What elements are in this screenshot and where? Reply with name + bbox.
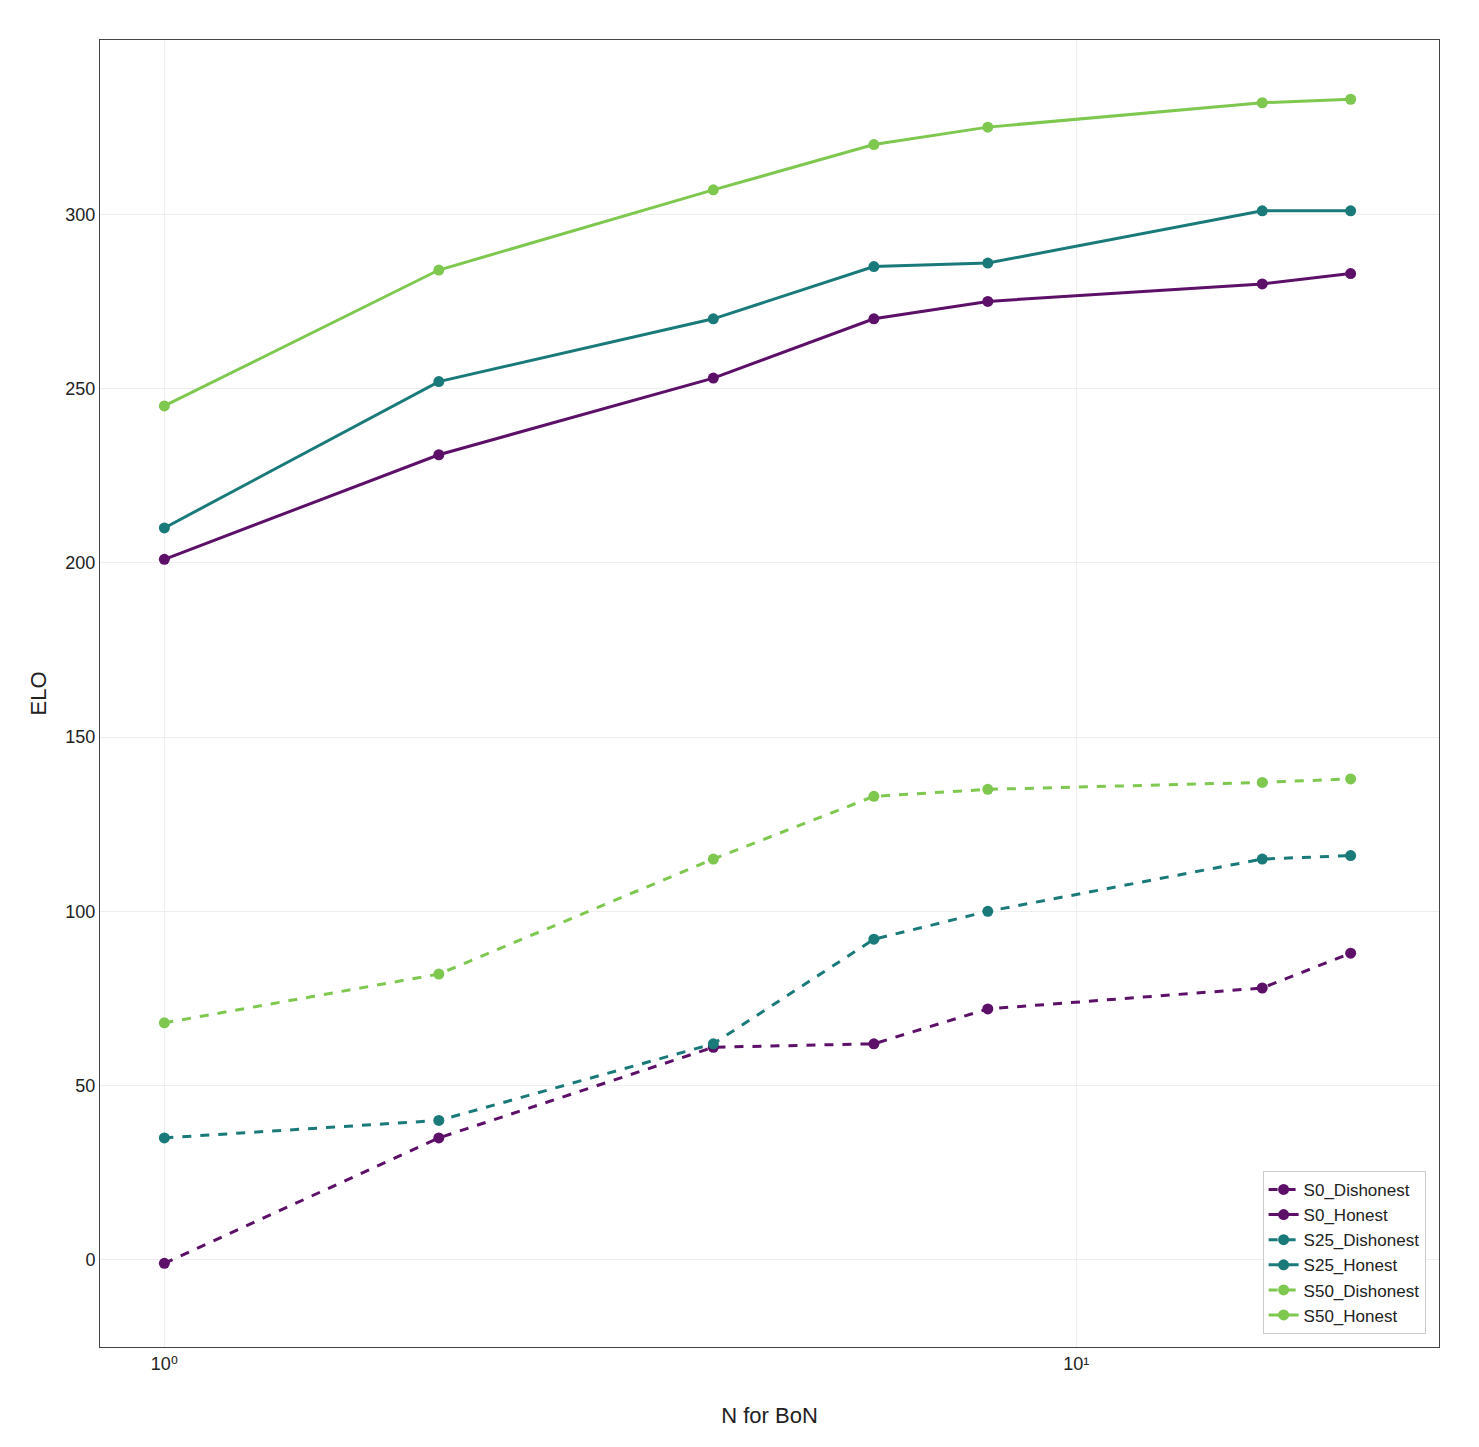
svg-text:S50_Honest: S50_Honest [1304,1307,1398,1326]
svg-text:S50_Dishonest: S50_Dishonest [1304,1282,1420,1301]
svg-text:10¹: 10¹ [1063,1354,1089,1374]
svg-text:0: 0 [85,1250,95,1270]
svg-text:300: 300 [65,205,95,225]
svg-text:ELO: ELO [26,671,51,715]
svg-text:S25_Dishonest: S25_Dishonest [1304,1231,1420,1250]
svg-text:S0_Honest: S0_Honest [1304,1206,1388,1225]
svg-text:200: 200 [65,553,95,573]
svg-text:100: 100 [65,902,95,922]
svg-text:250: 250 [65,379,95,399]
svg-text:S0_Dishonest: S0_Dishonest [1304,1181,1410,1200]
svg-text:N for BoN: N for BoN [721,1403,818,1428]
svg-text:150: 150 [65,727,95,747]
svg-text:10⁰: 10⁰ [151,1354,178,1374]
svg-text:S25_Honest: S25_Honest [1304,1256,1398,1275]
svg-text:50: 50 [75,1076,95,1096]
